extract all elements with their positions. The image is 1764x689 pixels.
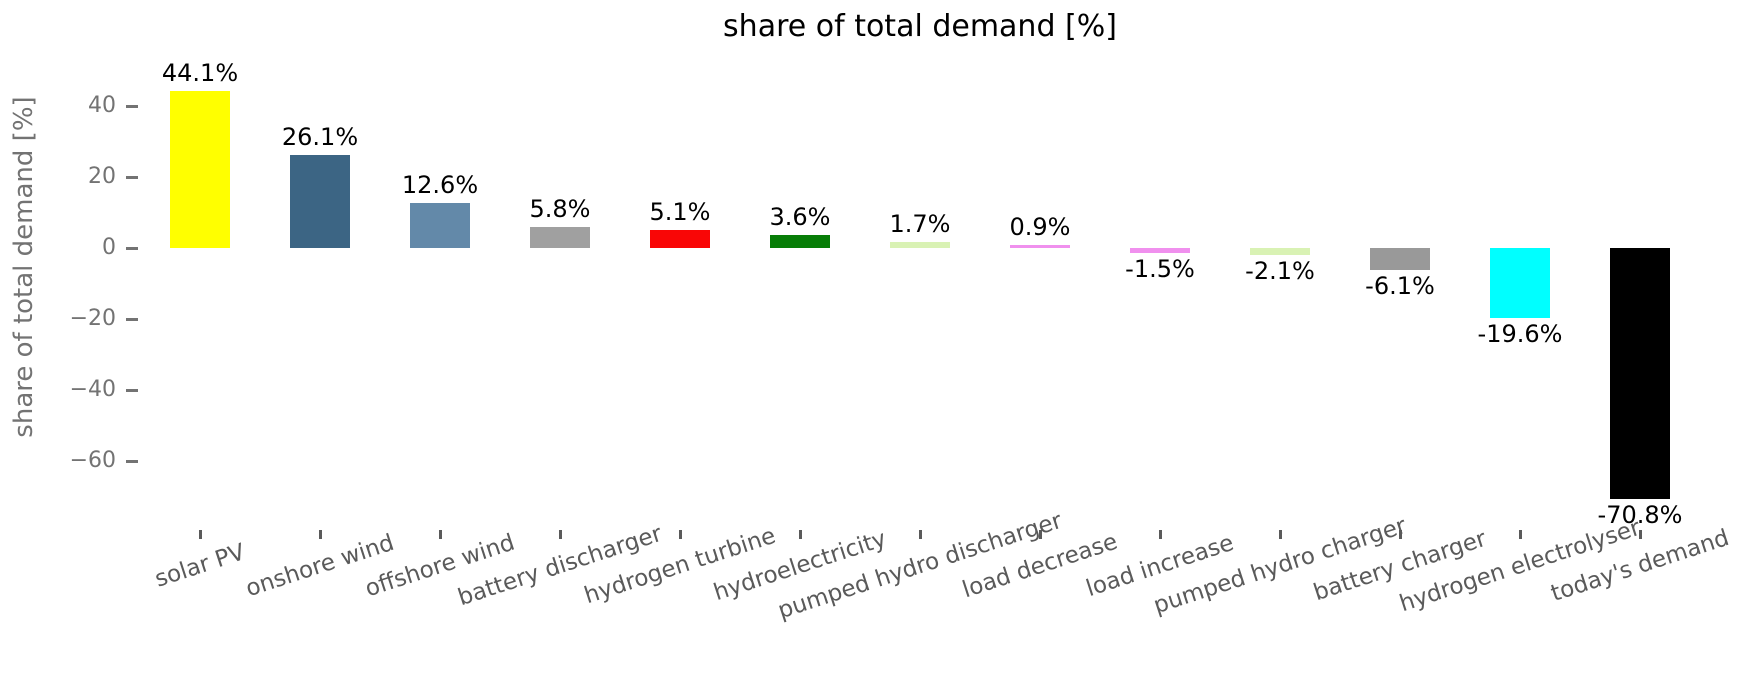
bar-load-increase xyxy=(1130,248,1190,254)
bar-hydrogen-turbine xyxy=(650,229,710,248)
bar-pumped-hydro-charger xyxy=(1250,248,1310,256)
bar-value-label-pumped-hydro-discharger: 1.7% xyxy=(889,209,951,238)
x-tick-mark xyxy=(798,530,802,539)
x-tick-mark xyxy=(558,530,562,539)
y-axis-label: share of total demand [%] xyxy=(9,96,39,438)
bar-value-label-load-decrease: 0.9% xyxy=(1009,212,1071,241)
bar-today-s-demand xyxy=(1610,248,1670,500)
bar-battery-discharger xyxy=(530,227,590,248)
x-tick-mark xyxy=(1398,530,1402,539)
y-tick-label: 0 xyxy=(102,235,116,260)
x-tick-mark xyxy=(1278,530,1282,539)
x-tick-mark xyxy=(1638,530,1642,539)
y-tick-label: 20 xyxy=(88,164,116,189)
x-tick-mark xyxy=(678,530,682,539)
x-tick-mark xyxy=(318,530,322,539)
bar-load-decrease xyxy=(1010,244,1070,248)
y-tick-mark xyxy=(126,104,138,108)
chart-title: share of total demand [%] xyxy=(723,9,1117,44)
bar-offshore-wind xyxy=(410,203,470,248)
x-tick-label-solar-pv: solar PV xyxy=(151,539,249,593)
x-tick-mark xyxy=(1158,530,1162,539)
bar-value-label-hydrogen-electrolyser: -19.6% xyxy=(1477,319,1563,348)
bar-hydrogen-electrolyser xyxy=(1490,248,1550,318)
y-tick-label: −20 xyxy=(69,306,116,331)
bar-onshore-wind xyxy=(290,155,350,248)
x-tick-mark xyxy=(1038,530,1042,539)
bar-battery-charger xyxy=(1370,248,1430,270)
bar-pumped-hydro-discharger xyxy=(890,241,950,248)
y-tick-mark xyxy=(126,246,138,250)
bar-value-label-pumped-hydro-charger: -2.1% xyxy=(1245,257,1315,286)
bar-value-label-offshore-wind: 12.6% xyxy=(401,171,479,200)
bar-solar-pv xyxy=(170,91,230,248)
bar-hydroelectricity xyxy=(770,235,830,248)
bar-value-label-load-increase: -1.5% xyxy=(1125,255,1195,284)
bar-value-label-battery-charger: -6.1% xyxy=(1365,271,1435,300)
y-tick-mark xyxy=(126,459,138,463)
x-tick-mark xyxy=(918,530,922,539)
bar-value-label-battery-discharger: 5.8% xyxy=(529,195,591,224)
x-tick-mark xyxy=(1518,530,1522,539)
bar-value-label-solar-pv: 44.1% xyxy=(161,59,239,88)
x-tick-mark xyxy=(198,530,202,539)
bar-value-label-today-s-demand: -70.8% xyxy=(1597,501,1683,530)
y-tick-mark xyxy=(126,317,138,321)
bar-value-label-hydrogen-turbine: 5.1% xyxy=(649,197,711,226)
x-tick-mark xyxy=(438,530,442,539)
y-tick-mark xyxy=(126,175,138,179)
y-tick-label: −40 xyxy=(69,377,116,402)
y-tick-label: 40 xyxy=(88,93,116,118)
y-tick-label: −60 xyxy=(69,448,116,473)
y-tick-mark xyxy=(126,388,138,392)
bar-value-label-onshore-wind: 26.1% xyxy=(281,123,359,152)
bar-value-label-hydroelectricity: 3.6% xyxy=(769,203,831,232)
